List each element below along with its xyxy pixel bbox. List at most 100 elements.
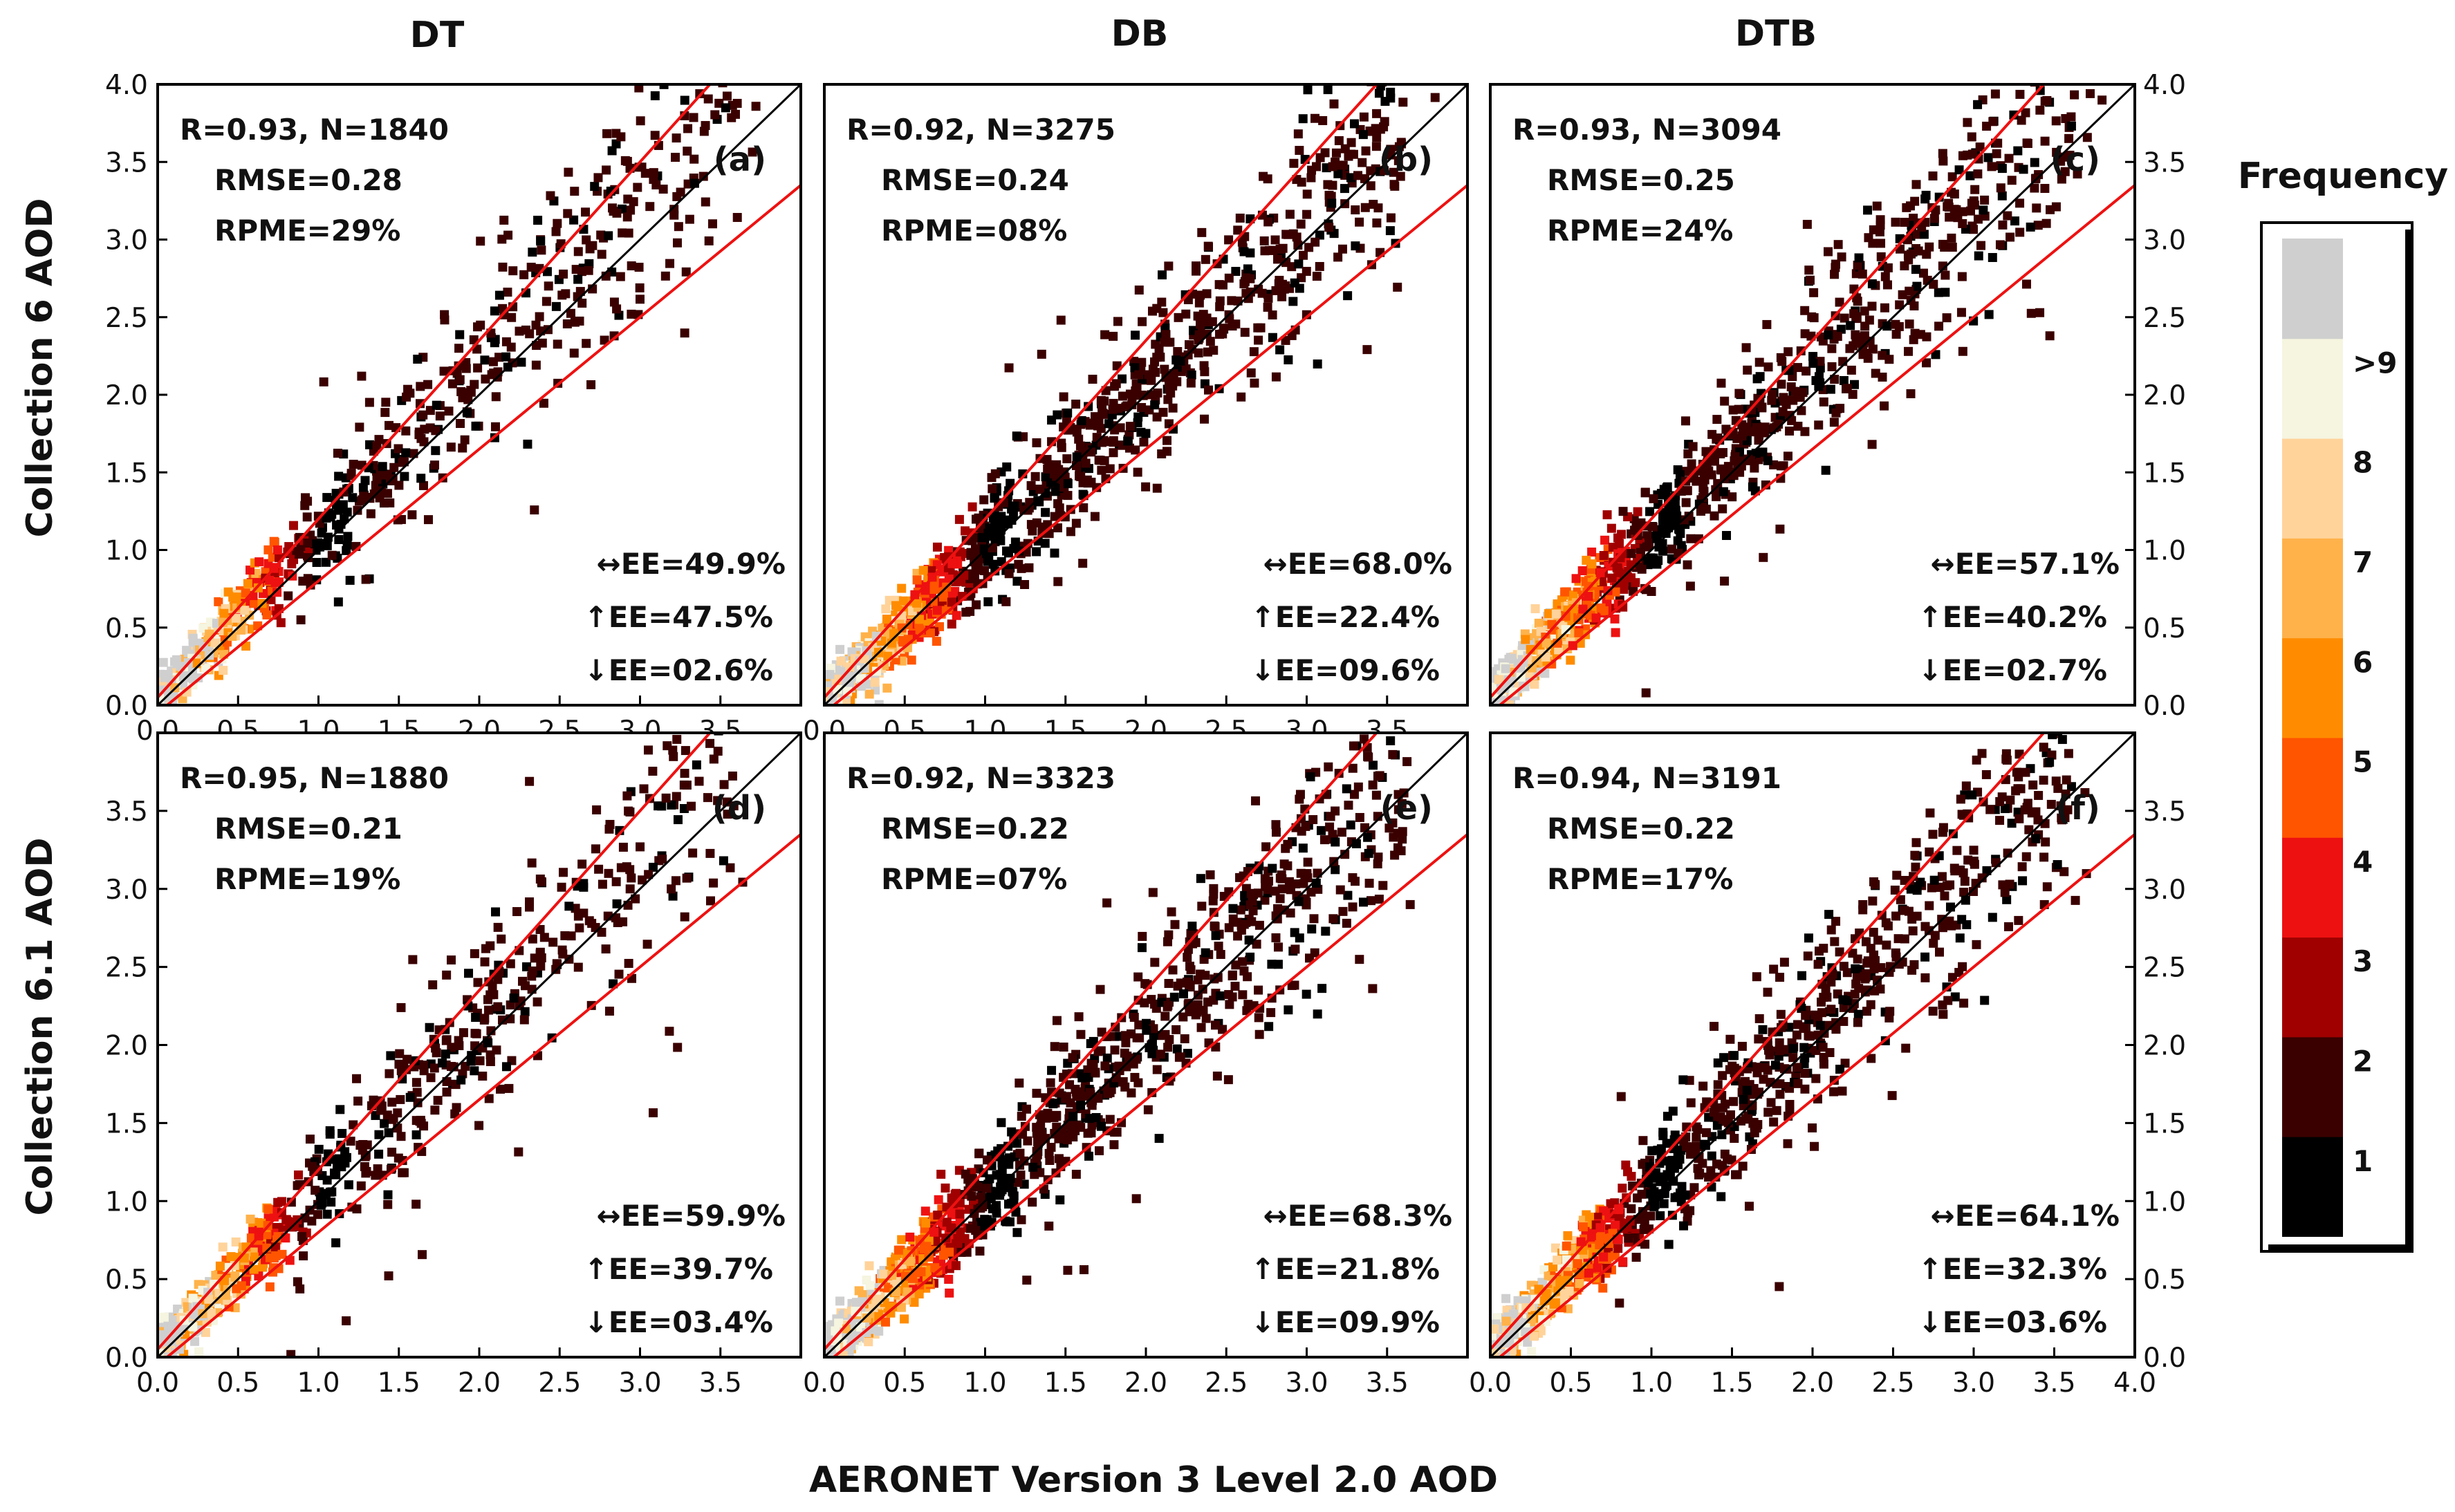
scatter-point: [440, 315, 450, 325]
scatter-point: [1355, 217, 1364, 227]
scatter-point: [2027, 60, 2036, 69]
scatter-point: [1398, 97, 1408, 107]
scatter-point: [1653, 556, 1663, 566]
scatter-point: [308, 1161, 317, 1171]
scatter-point: [1768, 389, 1777, 399]
scatter-point: [449, 1062, 458, 1072]
scatter-point: [673, 1043, 683, 1052]
scatter-point: [2024, 41, 2033, 50]
scatter-point: [1360, 7, 1369, 16]
scatter-point: [1375, 84, 1385, 91]
scatter-point: [431, 1043, 441, 1053]
scatter-point: [411, 1078, 421, 1088]
scatter-point: [470, 949, 479, 958]
scatter-point: [622, 156, 632, 166]
scatter-point: [1142, 1018, 1151, 1028]
scatter-point: [1088, 375, 1097, 384]
scatter-point: [679, 804, 689, 814]
scatter-point: [1835, 404, 1845, 413]
reference-lines: [1490, 84, 2135, 705]
scatter-point: [385, 1069, 394, 1079]
scatter-point: [1958, 218, 1967, 228]
scatter-point: [1287, 330, 1297, 340]
scatter-point: [536, 236, 546, 246]
scatter-point: [1997, 191, 2007, 200]
y-tick-label: 4.0: [105, 70, 148, 101]
scatter-point: [997, 512, 1006, 521]
scatter-point: [527, 858, 537, 868]
scatter-point: [551, 227, 561, 236]
scatter-point: [429, 460, 439, 470]
scatter-point: [334, 534, 344, 544]
scatter-point: [396, 1094, 405, 1104]
scatter-point: [1974, 251, 1983, 261]
scatter-point: [2021, 108, 2030, 118]
scatter-point: [725, 863, 735, 872]
scatter-point: [947, 597, 956, 607]
scatter-point: [1662, 483, 1671, 493]
scatter-point: [1041, 507, 1050, 517]
scatter-point: [1333, 169, 1343, 178]
scatter-point: [508, 266, 518, 276]
scatter-point: [918, 566, 928, 575]
y-tick-label: 1.0: [105, 536, 148, 567]
y-tick-label: 3.5: [2143, 147, 2186, 178]
scatter-point: [272, 545, 282, 554]
scatter-point: [1882, 280, 1892, 290]
scatter-point: [1745, 456, 1755, 465]
scatter-point: [1168, 381, 1178, 391]
scatter-point: [1876, 252, 1886, 261]
scatter-point: [299, 1251, 308, 1261]
scatter-point: [303, 539, 313, 548]
scatter-point: [665, 1027, 674, 1036]
scatter-point: [1135, 1033, 1145, 1043]
scatter-point: [295, 1284, 305, 1294]
scatter-point: [498, 262, 508, 272]
scatter-point: [680, 746, 690, 756]
scatter-point: [378, 462, 387, 472]
scatter-point: [680, 912, 689, 922]
scatter-point: [1574, 628, 1584, 637]
scatter-point: [560, 931, 570, 940]
scatter-point: [201, 1327, 210, 1337]
scatter-point: [2046, 11, 2055, 20]
scatter-point: [1059, 392, 1068, 402]
scatter-point: [1868, 239, 1878, 248]
scatter-point: [303, 496, 313, 506]
scatter-point: [218, 617, 228, 627]
ee-upper-line: [158, 84, 712, 699]
scatter-point: [1293, 241, 1303, 250]
scatter-point: [2097, 95, 2107, 105]
scatter-point: [1995, 240, 2005, 250]
scatter-point: [349, 460, 358, 469]
scatter-point: [398, 1074, 407, 1084]
scatter-point: [1785, 426, 1795, 436]
scatter-point: [1236, 392, 1246, 402]
scatter-point: [1312, 272, 1322, 281]
scatter-point: [1490, 686, 1497, 696]
scatter-point: [1863, 205, 1873, 215]
scatter-point: [380, 1119, 389, 1128]
scatter-point: [360, 476, 370, 485]
scatter-point: [423, 515, 433, 525]
scatter-point: [722, 797, 732, 807]
scatter-point: [1015, 1148, 1025, 1158]
scatter-point: [346, 1137, 355, 1146]
scatter-point: [1168, 403, 1178, 413]
scatter-point: [1587, 548, 1597, 557]
scatter-point: [2030, 183, 2039, 193]
scatter-point: [1716, 449, 1725, 458]
scatter-point: [325, 1129, 335, 1139]
scatter-point: [167, 1336, 176, 1346]
scatter-point: [1602, 510, 1612, 520]
stat-rmse: RMSE=0.25: [1547, 163, 1735, 197]
scatter-point: [710, 110, 720, 120]
scatter-point: [389, 463, 399, 472]
scatter-point: [563, 209, 573, 218]
scatter-point: [231, 1237, 241, 1247]
scatter-point: [705, 738, 715, 748]
scatter-point: [1778, 407, 1788, 416]
scatter-point: [1862, 348, 1872, 358]
scatter-point: [600, 335, 609, 345]
